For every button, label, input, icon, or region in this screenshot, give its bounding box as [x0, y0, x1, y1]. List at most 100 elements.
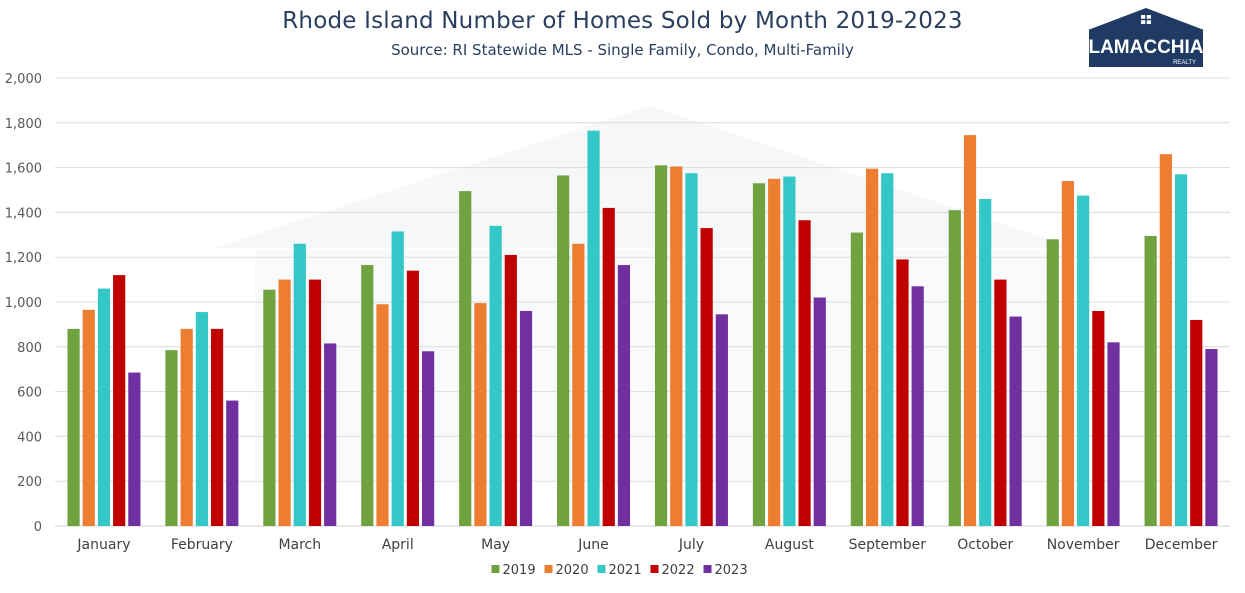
bar-2022-may [504, 254, 517, 526]
bar-2019-december [1144, 235, 1157, 527]
bar-2019-february [165, 350, 178, 526]
y-tick-label: 800 [17, 341, 42, 356]
x-axis: January February March April May June July Augu… [76, 537, 1217, 553]
bar-2023-september [911, 286, 924, 526]
bar-2023-august [813, 297, 826, 526]
bar-2021-april [391, 231, 404, 526]
bar-2019-july [654, 165, 668, 527]
legend-label-2019: 2019 [503, 563, 536, 578]
bar-2020-october [963, 135, 977, 526]
bar-2023-february [226, 400, 239, 526]
bar-2022-june [602, 207, 615, 527]
bar-2022-september [896, 259, 909, 526]
bar-2020-november [1061, 181, 1075, 527]
bar-2019-may [459, 191, 472, 526]
bar-2023-june [617, 265, 631, 526]
x-category-label: March [278, 537, 321, 553]
x-category-label: April [382, 537, 414, 553]
bar-2023-january [128, 372, 141, 526]
legend-swatch-2021 [597, 565, 606, 573]
legend: 2019 2020 2021 2022 2023 [491, 563, 748, 578]
bar-2022-august [798, 220, 811, 527]
bar-2021-july [685, 173, 698, 526]
bar-2023-may [519, 310, 533, 526]
logo-tagline: REALTY [1173, 60, 1196, 66]
bar-2022-november [1092, 310, 1105, 526]
bar-2022-april [406, 270, 420, 526]
bar-2023-october [1009, 316, 1022, 526]
bar-2021-september [881, 173, 894, 526]
bar-2019-october [948, 210, 961, 526]
x-category-label: February [171, 537, 233, 553]
y-tick-label: 1,400 [5, 206, 42, 221]
bar-2019-june [557, 175, 570, 526]
x-category-label: October [957, 537, 1013, 553]
bar-2020-june [572, 243, 585, 526]
x-category-label: November [1047, 537, 1120, 553]
x-category-label: July [678, 537, 704, 553]
bar-2022-january [113, 275, 126, 526]
bar-2023-december [1205, 349, 1218, 526]
bar-2021-november [1077, 195, 1090, 526]
bar-2020-march [278, 279, 291, 526]
bar-2019-april [361, 265, 374, 526]
y-tick-label: 600 [17, 386, 42, 401]
bar-2021-october [979, 198, 992, 526]
bar-2019-january [67, 328, 80, 526]
house-logo-icon: LAMACCHIA REALTY [1088, 8, 1204, 67]
y-tick-label: 1,600 [5, 162, 42, 177]
bar-2020-january [82, 309, 95, 526]
legend-label-2021: 2021 [609, 563, 642, 578]
y-axis: 0 200 400 600 800 1,000 1,200 1,400 1,600 1,800 2,… [5, 72, 42, 535]
x-category-label: September [849, 537, 927, 553]
bar-2021-january [97, 288, 111, 526]
y-tick-label: 400 [17, 430, 42, 445]
legend-swatch-2022 [650, 565, 659, 573]
bar-2019-november [1046, 239, 1059, 526]
legend-swatch-2020 [544, 565, 553, 573]
legend-swatch-2019 [491, 565, 500, 573]
bar-2020-july [670, 166, 683, 527]
bar-2020-september [865, 168, 879, 526]
watermark [215, 106, 1075, 480]
bar-2022-march [308, 279, 322, 526]
bar-2021-december [1174, 174, 1188, 526]
bar-2021-february [195, 312, 208, 526]
y-tick-label: 0 [34, 520, 42, 535]
bar-2023-november [1107, 342, 1120, 526]
bar-2023-april [422, 351, 435, 526]
bar-2021-march [293, 243, 306, 526]
bar-2020-february [180, 328, 193, 526]
bars [67, 130, 1218, 527]
bar-2021-august [783, 176, 796, 526]
y-tick-label: 1,000 [5, 296, 42, 311]
logo-text: LAMACCHIA [1088, 37, 1203, 58]
chart-title: Rhode Island Number of Homes Sold by Mon… [282, 8, 963, 34]
legend-label-2022: 2022 [662, 563, 695, 578]
bar-2020-december [1159, 154, 1172, 526]
bar-2023-march [324, 343, 337, 526]
y-tick-label: 2,000 [5, 72, 42, 87]
x-category-label: June [577, 537, 609, 553]
bar-2022-december [1190, 319, 1203, 526]
bar-2021-june [587, 130, 600, 526]
gridlines [55, 77, 1230, 527]
company-logo: LAMACCHIA REALTY [1084, 6, 1208, 70]
y-tick-label: 1,800 [5, 117, 42, 132]
chart-subtitle: Source: RI Statewide MLS - Single Family… [391, 41, 854, 59]
bar-2022-october [994, 279, 1007, 526]
bar-2020-april [376, 304, 389, 526]
bar-2019-august [752, 183, 766, 526]
bar-2022-july [700, 228, 713, 526]
x-category-label: August [765, 537, 815, 553]
x-category-label: January [76, 537, 130, 553]
x-category-label: December [1145, 537, 1218, 553]
legend-swatch-2023 [703, 565, 712, 573]
bar-2020-august [768, 178, 781, 527]
bar-2023-july [715, 314, 728, 526]
y-tick-label: 1,200 [5, 251, 42, 266]
legend-label-2020: 2020 [556, 563, 589, 578]
y-tick-label: 200 [17, 475, 42, 490]
legend-label-2023: 2023 [715, 563, 748, 578]
x-category-label: May [481, 537, 510, 553]
